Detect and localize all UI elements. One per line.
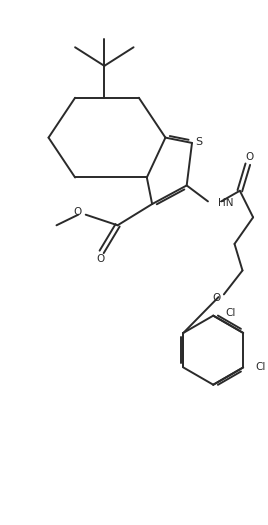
Text: Cl: Cl: [255, 362, 266, 372]
Text: S: S: [195, 136, 202, 146]
Text: Cl: Cl: [225, 308, 236, 318]
Text: O: O: [96, 254, 105, 264]
Text: HN: HN: [218, 198, 233, 208]
Text: O: O: [245, 152, 253, 162]
Text: O: O: [73, 207, 81, 217]
Text: O: O: [212, 293, 221, 303]
